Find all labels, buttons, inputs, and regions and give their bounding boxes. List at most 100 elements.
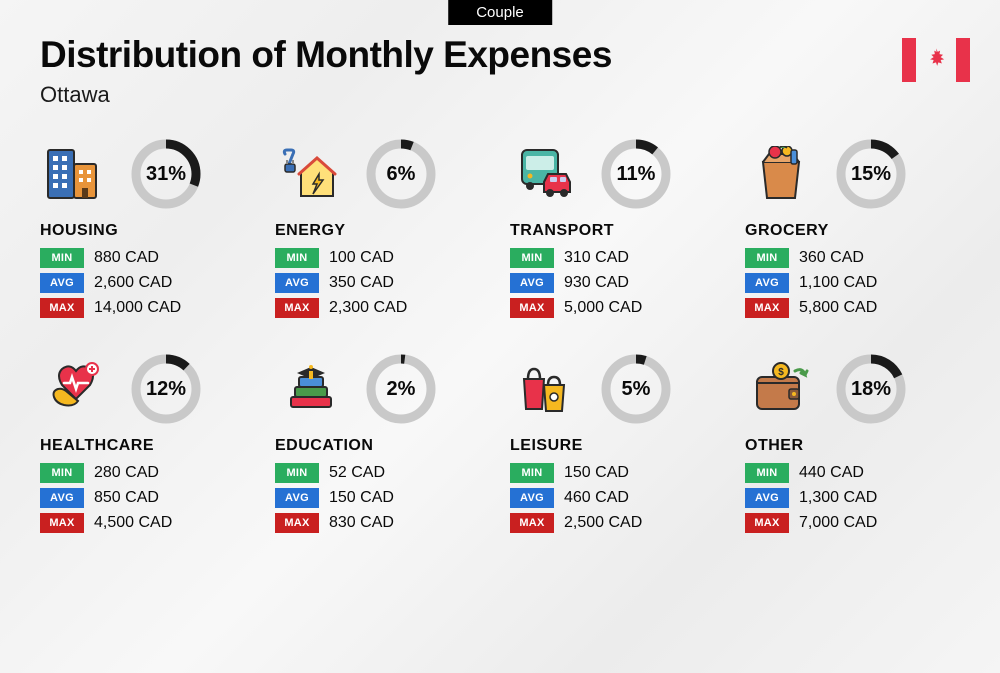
min-value: 360 CAD — [799, 249, 864, 267]
avg-value: 150 CAD — [329, 489, 394, 507]
stat-avg: AVG 850 CAD — [40, 488, 255, 508]
max-value: 14,000 CAD — [94, 299, 181, 317]
pct-donut: 11% — [600, 138, 672, 210]
min-value: 150 CAD — [564, 464, 629, 482]
stat-min: MIN 280 CAD — [40, 463, 255, 483]
avg-badge: AVG — [510, 273, 554, 293]
stat-avg: AVG 350 CAD — [275, 273, 490, 293]
category-label: HEALTHCARE — [40, 437, 255, 455]
max-badge: MAX — [510, 298, 554, 318]
transport-icon — [510, 143, 582, 205]
leisure-icon — [510, 358, 582, 420]
expense-card-grocery: 15% GROCERY MIN 360 CAD AVG 1,100 CAD MA… — [745, 138, 960, 323]
pct-label: 6% — [365, 138, 437, 210]
max-badge: MAX — [745, 298, 789, 318]
stat-max: MAX 830 CAD — [275, 513, 490, 533]
pct-donut: 31% — [130, 138, 202, 210]
max-badge: MAX — [745, 513, 789, 533]
min-value: 280 CAD — [94, 464, 159, 482]
pct-donut: 15% — [835, 138, 907, 210]
stat-min: MIN 440 CAD — [745, 463, 960, 483]
category-label: LEISURE — [510, 437, 725, 455]
avg-value: 930 CAD — [564, 274, 629, 292]
pct-label: 2% — [365, 353, 437, 425]
stat-min: MIN 880 CAD — [40, 248, 255, 268]
min-badge: MIN — [40, 248, 84, 268]
max-badge: MAX — [510, 513, 554, 533]
category-label: TRANSPORT — [510, 222, 725, 240]
avg-value: 2,600 CAD — [94, 274, 172, 292]
min-badge: MIN — [745, 463, 789, 483]
min-value: 880 CAD — [94, 249, 159, 267]
pct-label: 18% — [835, 353, 907, 425]
stat-max: MAX 14,000 CAD — [40, 298, 255, 318]
pct-donut: 18% — [835, 353, 907, 425]
max-value: 2,300 CAD — [329, 299, 407, 317]
max-value: 5,800 CAD — [799, 299, 877, 317]
max-value: 2,500 CAD — [564, 514, 642, 532]
expense-card-other: $ 18% OTHER MIN 440 CAD AVG 1,300 CAD MA… — [745, 353, 960, 538]
stat-min: MIN 150 CAD — [510, 463, 725, 483]
stat-min: MIN 100 CAD — [275, 248, 490, 268]
min-badge: MIN — [510, 248, 554, 268]
stat-avg: AVG 150 CAD — [275, 488, 490, 508]
pct-label: 31% — [130, 138, 202, 210]
stat-avg: AVG 930 CAD — [510, 273, 725, 293]
page-subtitle: Ottawa — [40, 82, 960, 108]
avg-value: 1,100 CAD — [799, 274, 877, 292]
svg-text:$: $ — [778, 367, 784, 378]
avg-value: 350 CAD — [329, 274, 394, 292]
min-value: 310 CAD — [564, 249, 629, 267]
avg-value: 850 CAD — [94, 489, 159, 507]
expense-card-leisure: 5% LEISURE MIN 150 CAD AVG 460 CAD MAX 2… — [510, 353, 725, 538]
max-value: 5,000 CAD — [564, 299, 642, 317]
avg-badge: AVG — [275, 273, 319, 293]
min-badge: MIN — [745, 248, 789, 268]
stat-max: MAX 2,300 CAD — [275, 298, 490, 318]
pct-label: 15% — [835, 138, 907, 210]
avg-badge: AVG — [40, 488, 84, 508]
avg-badge: AVG — [745, 273, 789, 293]
grocery-icon — [745, 143, 817, 205]
avg-badge: AVG — [40, 273, 84, 293]
min-badge: MIN — [275, 248, 319, 268]
expense-grid: 31% HOUSING MIN 880 CAD AVG 2,600 CAD MA… — [0, 108, 1000, 538]
healthcare-icon — [40, 358, 112, 420]
pct-label: 11% — [600, 138, 672, 210]
min-badge: MIN — [40, 463, 84, 483]
stat-max: MAX 2,500 CAD — [510, 513, 725, 533]
avg-badge: AVG — [275, 488, 319, 508]
stat-max: MAX 5,800 CAD — [745, 298, 960, 318]
category-label: OTHER — [745, 437, 960, 455]
stat-max: MAX 4,500 CAD — [40, 513, 255, 533]
stat-avg: AVG 1,300 CAD — [745, 488, 960, 508]
category-label: ENERGY — [275, 222, 490, 240]
other-icon: $ — [745, 358, 817, 420]
min-badge: MIN — [510, 463, 554, 483]
pct-donut: 2% — [365, 353, 437, 425]
expense-card-education: 2% EDUCATION MIN 52 CAD AVG 150 CAD MAX … — [275, 353, 490, 538]
expense-card-energy: 6% ENERGY MIN 100 CAD AVG 350 CAD MAX 2,… — [275, 138, 490, 323]
page-title: Distribution of Monthly Expenses — [40, 34, 960, 76]
education-icon — [275, 358, 347, 420]
pct-label: 5% — [600, 353, 672, 425]
max-badge: MAX — [275, 298, 319, 318]
stat-min: MIN 360 CAD — [745, 248, 960, 268]
min-value: 100 CAD — [329, 249, 394, 267]
min-value: 52 CAD — [329, 464, 385, 482]
max-value: 830 CAD — [329, 514, 394, 532]
max-badge: MAX — [40, 298, 84, 318]
stat-max: MAX 5,000 CAD — [510, 298, 725, 318]
avg-badge: AVG — [745, 488, 789, 508]
max-value: 7,000 CAD — [799, 514, 877, 532]
expense-card-healthcare: 12% HEALTHCARE MIN 280 CAD AVG 850 CAD M… — [40, 353, 255, 538]
stat-avg: AVG 1,100 CAD — [745, 273, 960, 293]
category-label: HOUSING — [40, 222, 255, 240]
min-value: 440 CAD — [799, 464, 864, 482]
energy-icon — [275, 143, 347, 205]
stat-min: MIN 310 CAD — [510, 248, 725, 268]
stat-max: MAX 7,000 CAD — [745, 513, 960, 533]
stat-avg: AVG 460 CAD — [510, 488, 725, 508]
stat-min: MIN 52 CAD — [275, 463, 490, 483]
stat-avg: AVG 2,600 CAD — [40, 273, 255, 293]
